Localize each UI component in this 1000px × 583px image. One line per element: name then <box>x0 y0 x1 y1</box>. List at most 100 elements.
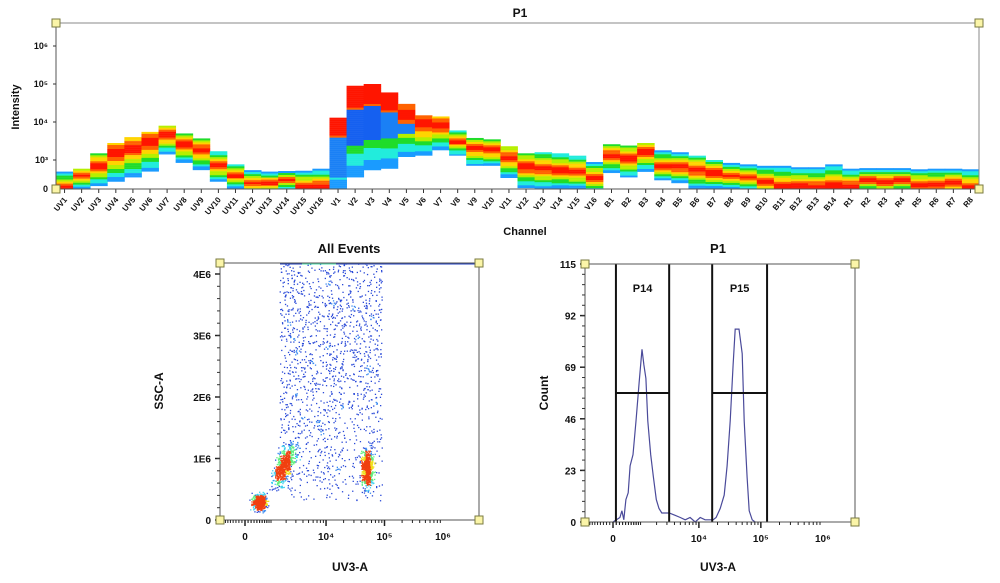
scatter-point <box>333 368 335 370</box>
bar-segment <box>927 178 946 181</box>
bar-segment <box>380 112 399 115</box>
scatter-point <box>377 363 379 365</box>
bar-segment <box>432 148 450 151</box>
scatter-point <box>282 445 284 447</box>
bar-segment <box>209 159 228 162</box>
scatter-point <box>313 301 316 303</box>
scatter-point <box>260 501 262 503</box>
scatter-point <box>350 310 352 312</box>
scatter-point <box>359 310 361 312</box>
scatter-point <box>363 475 365 477</box>
bar-segment <box>158 147 177 150</box>
gate-p15[interactable]: P15 <box>711 264 769 522</box>
bar-segment <box>739 174 758 177</box>
gate-handle[interactable] <box>51 184 61 194</box>
scatter-point <box>318 449 320 452</box>
scatter-point <box>318 263 320 265</box>
scatter-point <box>314 479 316 481</box>
gate-handle[interactable] <box>850 259 860 269</box>
scatter-point <box>374 329 376 331</box>
gate-handle[interactable] <box>974 184 984 194</box>
bar-segment <box>637 169 655 172</box>
scatter-point <box>278 463 280 465</box>
scatter-point <box>339 454 341 456</box>
scatter-point <box>334 303 337 305</box>
scatter-point <box>326 285 328 287</box>
scatter-point <box>339 352 342 355</box>
scatter-point <box>326 273 328 275</box>
scatter-point <box>334 479 336 481</box>
gate-handle[interactable] <box>215 515 225 525</box>
scatter-point <box>378 472 380 474</box>
bar-segment <box>825 184 843 187</box>
scatter-point <box>361 295 363 297</box>
gate-handle[interactable] <box>474 515 484 525</box>
bar-segment <box>671 158 689 161</box>
scatter-point <box>374 453 376 455</box>
gate-handle[interactable] <box>580 517 590 527</box>
scatter-point <box>369 492 372 494</box>
scatter-point <box>336 400 338 402</box>
gate-handle[interactable] <box>215 258 225 268</box>
scatter-point <box>368 479 370 481</box>
scatter-point <box>344 350 346 352</box>
bar-segment <box>517 175 535 178</box>
bar-segment <box>363 108 382 111</box>
scatter-point <box>333 304 335 307</box>
scatter-point <box>257 509 259 511</box>
bar-segment <box>688 169 706 172</box>
scatter-point <box>271 472 273 474</box>
scatter-point <box>296 353 299 355</box>
bar-segment <box>346 111 365 114</box>
bar-segment <box>825 172 843 175</box>
bar-segment <box>397 113 416 117</box>
bar-segment <box>483 141 501 144</box>
scatter-point <box>330 290 333 292</box>
bar-segment <box>397 143 416 147</box>
scatter-point <box>307 396 309 398</box>
scatter-point <box>376 347 378 350</box>
scatter-point <box>327 348 329 350</box>
scatter-point <box>284 468 286 470</box>
scatter-point <box>303 340 305 342</box>
bar-segment <box>295 184 313 187</box>
scatter-point <box>354 306 356 308</box>
scatter-point <box>373 273 375 275</box>
gate-p14[interactable]: P14 <box>614 264 671 522</box>
bar-segment <box>739 176 758 179</box>
gate-handle[interactable] <box>51 18 61 28</box>
bar-segment <box>414 139 433 142</box>
y-tick-label: 10⁶ <box>34 41 48 51</box>
scatter-point <box>365 462 367 464</box>
bar-segment <box>534 158 553 161</box>
scatter-point <box>256 497 258 499</box>
scatter-point <box>287 451 289 453</box>
scatter-point <box>300 479 302 481</box>
scatter-point <box>287 473 290 475</box>
scatter-point <box>371 461 373 463</box>
bar-segment <box>859 184 877 187</box>
scatter-point <box>258 505 260 508</box>
gate-handle[interactable] <box>974 18 984 28</box>
scatter-point <box>344 460 346 462</box>
bar-segment <box>363 148 382 151</box>
scatter-point <box>440 263 442 265</box>
scatter-point <box>357 405 360 407</box>
scatter-point <box>275 476 277 478</box>
bar-segment <box>927 168 946 171</box>
gate-handle[interactable] <box>474 258 484 268</box>
scatter-point <box>285 459 288 461</box>
scatter-point <box>325 377 327 379</box>
gate-handle[interactable] <box>580 259 590 269</box>
gate-handle[interactable] <box>850 517 860 527</box>
bar-segment <box>312 168 330 171</box>
scatter-point <box>378 380 380 383</box>
bar-segment <box>363 122 382 125</box>
channel-bar <box>551 153 570 189</box>
bar-segment <box>329 133 347 136</box>
scatter-point <box>280 363 282 365</box>
scatter-point <box>289 349 291 351</box>
scatter-point <box>300 496 302 498</box>
bar-segment <box>637 161 655 164</box>
bar-segment <box>192 152 211 155</box>
